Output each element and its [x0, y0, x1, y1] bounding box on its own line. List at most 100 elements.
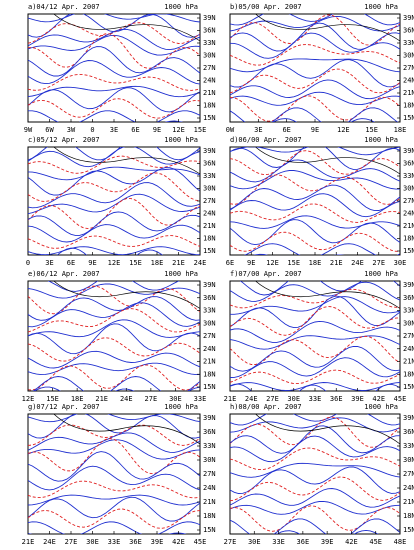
- map-panel: b)05/00 Apr. 2007 1000 hPa 0W 3E 6E 9E 12E 15E 1…: [226, 3, 414, 134]
- contour-dashed: [28, 337, 200, 362]
- contour-solid: [28, 46, 200, 77]
- y-tick-label: 18N: [203, 512, 216, 520]
- map-panel: a)04/12 Apr. 2007 1000 hPa 9W 6W 3W 0 3E 6E 9E 12…: [24, 3, 216, 134]
- coastline: [53, 147, 200, 175]
- map-panel: e)06/12 Apr. 2007 1000 hPa 12E 15E 18E 21E 24E…: [22, 270, 216, 403]
- contour-solid: [28, 85, 200, 98]
- x-tick-label: 30E: [169, 395, 182, 403]
- y-tick-label: 30N: [203, 319, 216, 327]
- y-tick-label: 18N: [403, 102, 414, 110]
- x-tick-label: 12E: [337, 126, 350, 134]
- contour-layer: [230, 414, 400, 534]
- contour-solid: [33, 386, 200, 391]
- x-tick-label: 15E: [287, 259, 300, 267]
- x-tick-label: 15E: [46, 395, 59, 403]
- contour-solid: [252, 253, 346, 255]
- x-tick-label: 39E: [321, 538, 334, 546]
- x-tick-label: 3W: [67, 126, 76, 134]
- y-tick-label: 33N: [203, 442, 216, 450]
- y-tick-label: 15N: [203, 114, 216, 122]
- y-tick-label: 21N: [203, 358, 216, 366]
- x-tick-label: 33E: [309, 395, 322, 403]
- contour-layer: [230, 14, 400, 122]
- y-tick-label: 39N: [403, 281, 414, 289]
- y-tick-label: 15N: [403, 526, 414, 534]
- panel-title: g)07/12 Apr. 2007: [28, 403, 100, 411]
- x-tick-label: 6E: [67, 259, 75, 267]
- x-tick-label: 6E: [226, 259, 234, 267]
- contour-solid: [28, 432, 200, 453]
- contour-solid: [230, 193, 400, 218]
- coastline: [53, 14, 200, 42]
- y-tick-label: 15N: [203, 526, 216, 534]
- x-tick-label: 18E: [309, 259, 322, 267]
- y-tick-label: 27N: [403, 64, 414, 72]
- x-tick-label: 6W: [45, 126, 54, 134]
- contour-solid: [230, 435, 400, 463]
- contour-solid: [28, 224, 200, 243]
- panel-title: c)05/12 Apr. 2007: [28, 136, 100, 144]
- contour-dashed: [230, 505, 400, 532]
- x-tick-label: 21E: [95, 395, 108, 403]
- x-tick-label: 24E: [245, 395, 258, 403]
- contour-dashed: [230, 44, 400, 66]
- contour-solid: [230, 159, 400, 183]
- y-tick-label: 36N: [403, 428, 414, 436]
- contour-solid: [230, 79, 400, 100]
- x-tick-label: 48E: [394, 538, 407, 546]
- contour-solid: [28, 451, 200, 482]
- y-tick-label: 33N: [203, 307, 216, 315]
- x-tick-label: 12E: [172, 126, 185, 134]
- y-tick-label: 39N: [203, 414, 216, 422]
- contour-solid: [230, 295, 400, 329]
- y-tick-label: 27N: [203, 197, 216, 205]
- x-tick-label: 15E: [365, 126, 378, 134]
- contour-dashed: [28, 285, 200, 315]
- y-tick-label: 36N: [203, 294, 216, 302]
- pressure-level: 1000 hPa: [364, 403, 398, 411]
- y-tick-label: 24N: [403, 484, 414, 492]
- contour-solid: [28, 496, 200, 522]
- x-tick-label: 24E: [43, 538, 56, 546]
- y-tick-label: 21N: [203, 89, 216, 97]
- pressure-level: 1000 hPa: [364, 136, 398, 144]
- x-tick-label: 15E: [129, 259, 142, 267]
- contour-layer: [28, 414, 200, 534]
- contour-solid: [276, 529, 379, 534]
- map-frame: [229, 13, 401, 123]
- contour-dashed: [230, 95, 400, 122]
- contour-solid: [230, 107, 399, 122]
- y-tick-label: 18N: [403, 235, 414, 243]
- x-tick-label: 33E: [194, 395, 207, 403]
- y-tick-label: 30N: [403, 185, 414, 193]
- x-tick-label: 27E: [224, 538, 237, 546]
- map-panel: c)05/12 Apr. 2007 1000 hPa 0 3E 6E 9E 12E 15E 18…: [26, 136, 216, 267]
- y-tick-label: 18N: [403, 370, 414, 378]
- y-tick-label: 33N: [403, 172, 414, 180]
- contour-solid: [230, 414, 400, 426]
- y-tick-label: 21N: [403, 358, 414, 366]
- x-tick-label: 24E: [194, 259, 207, 267]
- contour-solid: [230, 383, 400, 391]
- x-tick-label: 18E: [151, 259, 164, 267]
- x-tick-label: 36E: [330, 395, 343, 403]
- y-tick-label: 39N: [403, 14, 414, 22]
- y-tick-label: 21N: [403, 222, 414, 230]
- x-tick-label: 27E: [65, 538, 78, 546]
- x-tick-label: 45E: [394, 395, 407, 403]
- coastline: [53, 281, 200, 309]
- coastline: [255, 147, 400, 175]
- x-tick-label: 45E: [194, 538, 207, 546]
- x-tick-label: 24E: [351, 259, 364, 267]
- x-tick-label: 18E: [394, 126, 407, 134]
- y-tick-label: 24N: [403, 345, 414, 353]
- pressure-level: 1000 hPa: [164, 403, 198, 411]
- y-tick-label: 15N: [403, 114, 414, 122]
- contour-dashed: [28, 33, 200, 69]
- pressure-level: 1000 hPa: [364, 270, 398, 278]
- x-tick-label: 27E: [145, 395, 158, 403]
- x-tick-label: 42E: [345, 538, 358, 546]
- x-tick-label: 0W: [226, 126, 235, 134]
- y-tick-label: 24N: [203, 210, 216, 218]
- contour-dashed: [230, 416, 400, 448]
